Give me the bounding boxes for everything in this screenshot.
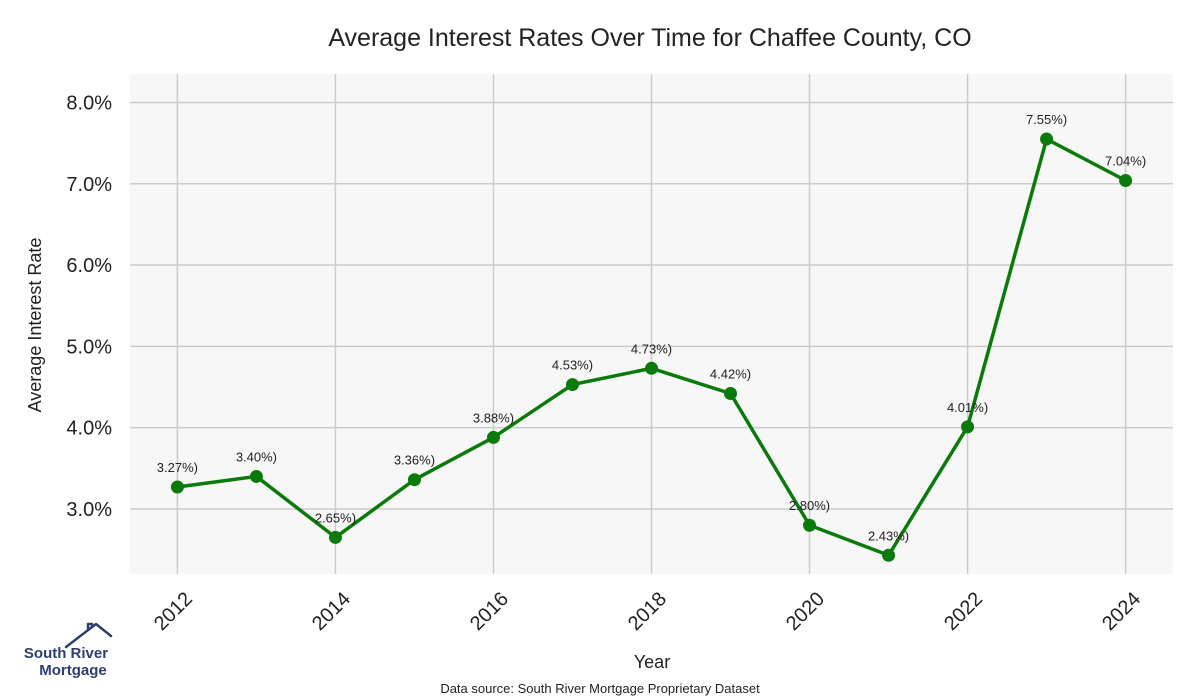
data-point [1119, 174, 1133, 188]
data-point [328, 530, 342, 544]
data-point [961, 420, 975, 434]
data-label: 4.73%) [631, 341, 672, 356]
grid [130, 74, 1173, 574]
y-axis-ticks: 3.0% 4.0% 5.0% 6.0% 7.0% 8.0% [66, 92, 112, 521]
data-label: 2.65%) [315, 510, 356, 525]
y-tick-label: 5.0% [66, 336, 112, 358]
source-note: Data source: South River Mortgage Propri… [440, 681, 760, 696]
logo-text-line1: South River [24, 645, 108, 662]
data-label: 2.43%) [868, 528, 909, 543]
data-label: 3.40%) [236, 449, 277, 464]
house-roof-icon [64, 622, 113, 649]
x-tick-label: 2018 [624, 588, 671, 635]
data-point [565, 378, 579, 392]
data-points [170, 132, 1133, 562]
data-label: 4.53%) [552, 358, 593, 373]
data-point [882, 548, 896, 562]
data-label: 7.55%) [1026, 112, 1067, 127]
x-tick-label: 2024 [1098, 588, 1145, 635]
x-tick-label: 2022 [940, 588, 987, 635]
data-point [407, 473, 421, 487]
data-label: 7.04%) [1105, 154, 1146, 169]
data-point [645, 361, 658, 375]
y-tick-label: 4.0% [66, 418, 112, 440]
y-tick-label: 6.0% [66, 255, 112, 277]
x-tick-label: 2012 [150, 588, 197, 635]
y-tick-label: 3.0% [66, 499, 112, 521]
data-label: 4.42%) [710, 367, 751, 382]
x-tick-label: 2016 [466, 588, 513, 635]
data-point [1040, 132, 1054, 146]
data-label: 3.27%) [157, 460, 198, 475]
chart-title: Average Interest Rates Over Time for Cha… [328, 24, 971, 52]
data-label: 3.88%) [473, 410, 514, 425]
logo-text-line2: Mortgage [39, 662, 107, 679]
y-tick-label: 8.0% [66, 92, 112, 114]
data-point [249, 469, 263, 483]
data-point [724, 387, 738, 401]
x-tick-label: 2014 [308, 588, 355, 635]
x-axis-label: Year [634, 652, 670, 672]
y-axis-label: Average Interest Rate [25, 238, 45, 413]
point-labels: 3.27%) 3.40%) 2.65%) 3.36%) 3.88%) 4.53%) 4.73… [157, 112, 1146, 543]
data-label: 4.01%) [947, 400, 988, 415]
data-point [170, 480, 184, 494]
south-river-mortgage-logo: South River Mortgage [24, 622, 113, 679]
data-point [486, 430, 500, 444]
x-tick-label: 2020 [782, 588, 829, 635]
data-point [803, 518, 817, 532]
data-label: 2.80%) [789, 498, 830, 513]
data-label: 3.36%) [394, 453, 435, 468]
x-axis-ticks: 2012 2014 2016 2018 2020 2022 2024 [150, 588, 1145, 635]
y-tick-label: 7.0% [66, 174, 112, 196]
